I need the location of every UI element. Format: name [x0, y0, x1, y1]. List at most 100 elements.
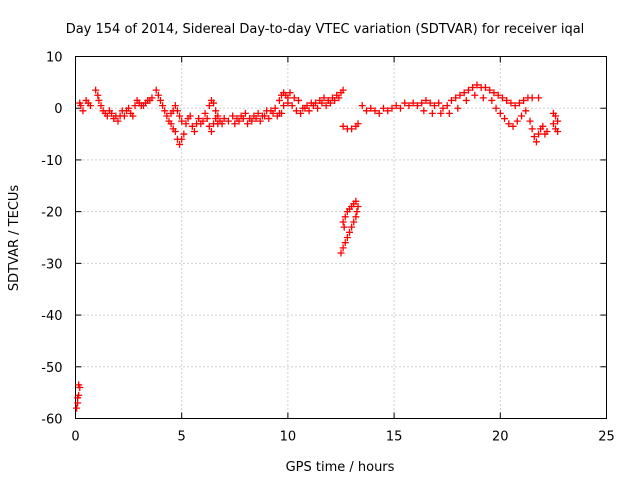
data-point — [543, 127, 551, 135]
data-point — [125, 104, 133, 112]
data-point — [496, 109, 504, 117]
data-point — [214, 112, 222, 120]
data-point — [180, 130, 188, 138]
data-point — [205, 122, 213, 130]
tick-layer: 0 5 10 15 20 25 10 0 -10 -20 -30 -40 -50 -60 — [41, 51, 615, 445]
y-tick-label: -10 — [41, 154, 62, 169]
data-point — [479, 94, 487, 102]
data-point — [286, 89, 294, 97]
y-axis-label: SDTVAR / TECUs — [7, 185, 22, 292]
data-point — [156, 96, 164, 104]
data-point — [79, 107, 87, 115]
data-point — [335, 94, 343, 102]
data-point — [530, 133, 538, 141]
x-tick-label: 25 — [598, 430, 615, 445]
data-point — [348, 223, 356, 231]
data-point — [554, 127, 562, 135]
data-point — [405, 102, 413, 110]
data-point — [371, 107, 379, 115]
data-point — [278, 109, 286, 117]
data-point — [265, 115, 273, 123]
plot-frame — [75, 56, 607, 419]
data-point — [464, 86, 472, 94]
data-point — [535, 94, 543, 102]
data-point — [305, 107, 313, 115]
data-point — [224, 117, 232, 125]
data-point — [339, 122, 347, 130]
data-point — [254, 109, 262, 117]
data-point — [220, 115, 228, 123]
data-point — [486, 86, 494, 94]
data-point — [343, 234, 351, 241]
data-point — [97, 102, 105, 110]
data-points — [73, 81, 562, 412]
data-point — [218, 120, 226, 128]
data-point — [443, 102, 451, 110]
data-point — [437, 109, 445, 117]
data-point — [494, 91, 502, 99]
data-point — [205, 102, 213, 110]
data-point — [358, 102, 366, 110]
y-tick-label: -50 — [41, 361, 62, 376]
data-point — [73, 404, 81, 412]
data-point — [103, 112, 111, 120]
data-point — [435, 99, 443, 107]
data-point — [471, 91, 479, 99]
y-tick-label: 0 — [54, 102, 62, 117]
data-point — [186, 112, 194, 120]
data-point — [352, 213, 360, 221]
data-point — [86, 102, 94, 110]
data-point — [190, 127, 198, 135]
data-point — [210, 99, 218, 107]
data-point — [108, 109, 116, 117]
data-point — [320, 94, 328, 102]
data-point — [229, 112, 237, 120]
data-point — [554, 117, 562, 125]
data-point — [182, 120, 190, 128]
data-point — [507, 99, 515, 107]
data-point — [456, 91, 464, 99]
data-point — [92, 86, 100, 94]
data-point — [167, 120, 175, 128]
data-point — [161, 107, 169, 115]
data-point — [354, 202, 362, 210]
data-point — [339, 86, 347, 94]
x-tick-label: 20 — [492, 430, 509, 445]
data-point — [462, 96, 470, 104]
data-point — [348, 125, 356, 133]
data-point — [452, 94, 460, 102]
data-point — [420, 107, 428, 115]
data-point — [520, 96, 528, 104]
data-point — [75, 381, 83, 389]
data-point — [447, 96, 455, 104]
data-point — [171, 127, 179, 135]
data-point — [341, 239, 349, 247]
data-point — [273, 112, 281, 120]
data-point — [178, 117, 186, 125]
data-point — [409, 99, 417, 107]
data-point — [353, 208, 361, 216]
data-point — [290, 94, 298, 102]
data-point — [418, 99, 426, 107]
data-point — [498, 94, 506, 102]
y-tick-label: 10 — [46, 51, 63, 66]
y-tick-label: -60 — [41, 413, 62, 428]
data-point — [392, 102, 400, 110]
data-point — [375, 109, 383, 117]
data-point — [322, 102, 330, 110]
data-point — [528, 94, 536, 102]
data-point — [535, 130, 543, 138]
x-tick-label: 5 — [178, 430, 186, 445]
data-point — [288, 102, 296, 110]
data-point — [114, 117, 122, 125]
data-point — [439, 104, 447, 112]
data-point — [339, 244, 347, 252]
data-point — [176, 112, 184, 120]
data-point — [275, 96, 283, 104]
data-point — [340, 223, 348, 231]
data-point — [178, 135, 186, 143]
data-point — [309, 102, 317, 110]
data-point — [518, 112, 526, 120]
data-point — [75, 391, 83, 399]
data-point — [528, 125, 536, 133]
